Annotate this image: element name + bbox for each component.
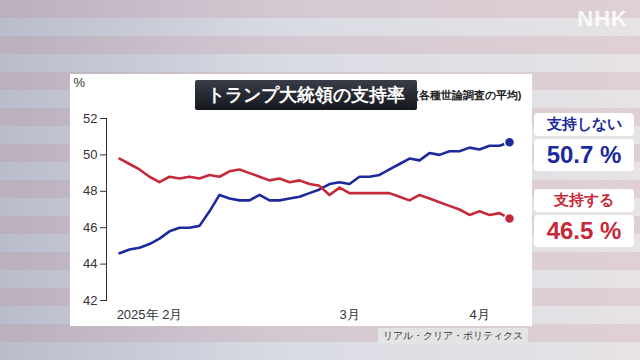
svg-text:44: 44: [83, 256, 97, 271]
html-text:支持する: 支持する: [554, 191, 614, 209]
html-text:46.5 %: 46.5 %: [546, 217, 622, 245]
svg-text:%: %: [74, 75, 86, 90]
html-text:トランプ大統領の支持率: トランプ大統領の支持率: [207, 85, 405, 105]
svg-text:46: 46: [83, 220, 97, 235]
html-text:50.7 %: 50.7 %: [546, 140, 622, 168]
html-text:支持しない: 支持しない: [546, 114, 622, 132]
svg-text:42: 42: [83, 293, 97, 308]
svg-text:3月: 3月: [339, 307, 359, 322]
svg-text:52: 52: [83, 111, 97, 126]
svg-text:4月: 4月: [469, 307, 489, 322]
svg-text:2025年 2月: 2025年 2月: [117, 307, 183, 322]
svg-text:48: 48: [83, 183, 97, 198]
html-text:(各種世論調査の平均): (各種世論調査の平均): [415, 89, 522, 101]
html-text:リアル・クリア・ポリティクス: リアル・クリア・ポリティクス: [383, 330, 523, 341]
svg-text:50: 50: [83, 147, 97, 162]
html-text:NHK: NHK: [577, 6, 628, 31]
